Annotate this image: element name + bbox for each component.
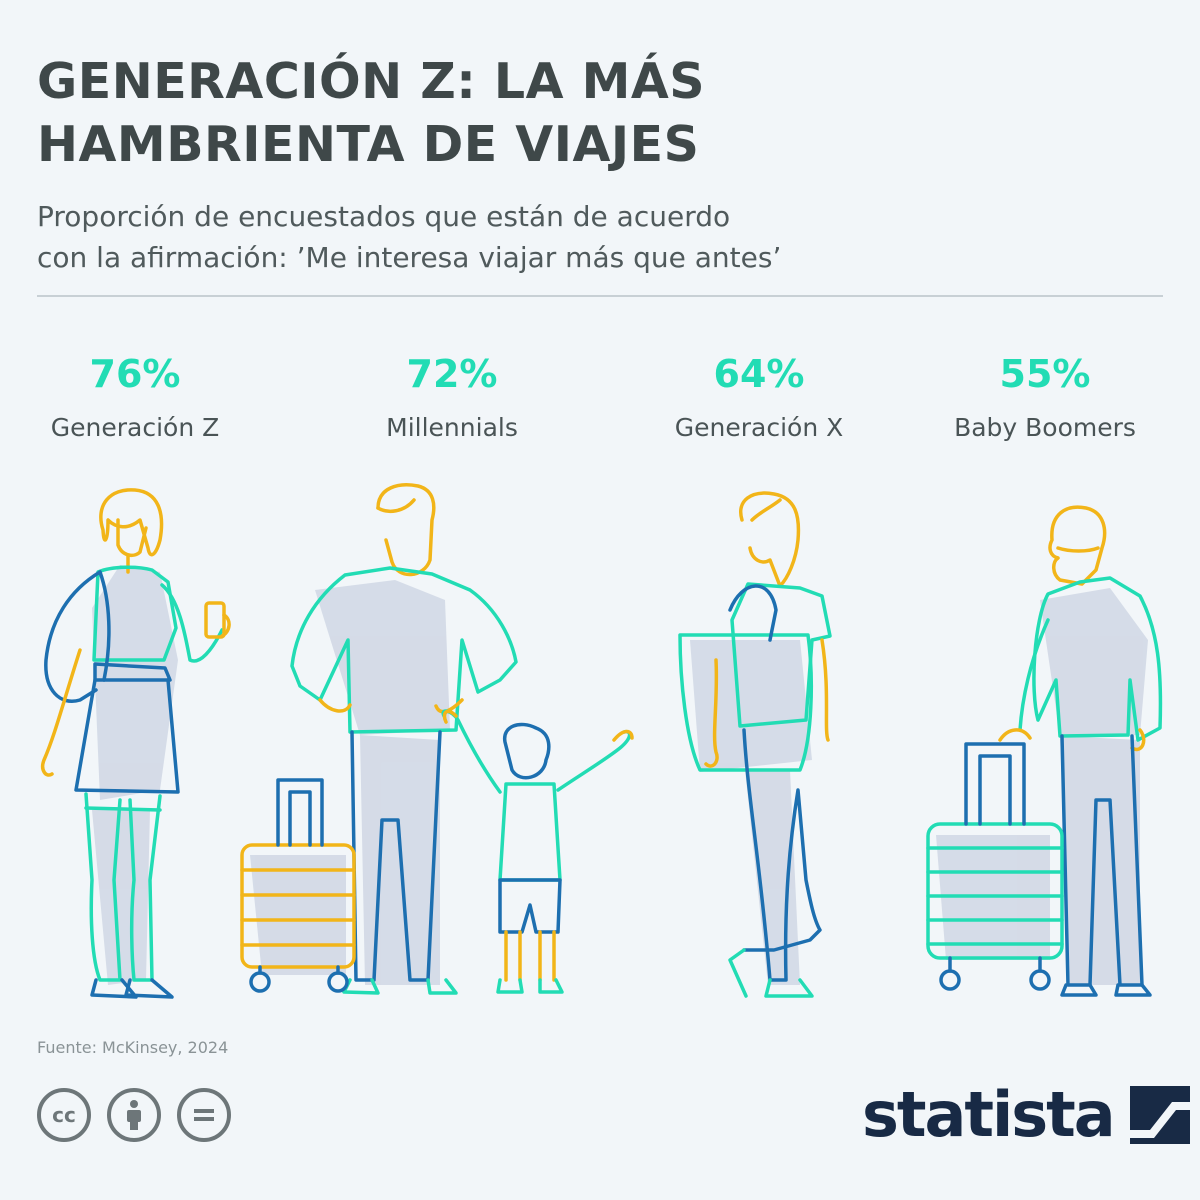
stat-gen-x: 64% Generación X	[609, 348, 909, 446]
category-label-baby-boomers: Baby Boomers	[954, 413, 1136, 442]
category-label-gen-z: Generación Z	[50, 413, 220, 442]
title-line-1: GENERACIÓN Z: LA MÁS	[37, 53, 706, 110]
subtitle-line-2: con la afirmación: ’Me interesa viajar m…	[37, 241, 782, 274]
statista-logo[interactable]: statista	[862, 1080, 1192, 1150]
header-divider	[37, 295, 1163, 297]
gen-x-traveler-figure	[678, 491, 832, 998]
equals-glyph	[194, 1109, 214, 1121]
stat-baby-boomers: 55% Baby Boomers	[895, 348, 1195, 446]
baby-boomer-traveler-figure	[926, 505, 1163, 997]
value-label-gen-z: 76%	[89, 352, 181, 396]
gen-z-traveler-figure	[40, 488, 231, 999]
statista-mark-icon	[1129, 1086, 1190, 1144]
value-label-gen-x: 64%	[713, 352, 805, 396]
subtitle-line-1: Proporción de encuestados que están de a…	[37, 200, 731, 233]
child-figure	[441, 709, 634, 994]
title-line-2: HAMBRIENTA DE VIAJES	[37, 116, 700, 173]
category-label-gen-x: Generación X	[674, 413, 844, 442]
page-subtitle: Proporción de encuestados que están de a…	[37, 196, 1037, 278]
source-note: Fuente: McKinsey, 2024	[37, 1038, 229, 1057]
attribution-icon[interactable]	[107, 1088, 161, 1142]
no-derivatives-icon[interactable]	[177, 1088, 231, 1142]
value-label-millennials: 72%	[406, 352, 498, 396]
millennial-traveler-figure	[240, 483, 518, 995]
attribution-person-glyph	[127, 1100, 141, 1130]
category-label-millennials: Millennials	[386, 413, 518, 442]
stat-millennials: 72% Millennials	[302, 348, 602, 446]
stat-gen-z: 76% Generación Z	[0, 348, 285, 446]
license-icons: cc	[37, 1088, 231, 1142]
value-label-baby-boomers: 55%	[999, 352, 1091, 396]
brand-wordmark: statista	[862, 1078, 1116, 1151]
page-title: GENERACIÓN Z: LA MÁS HAMBRIENTA DE VIAJE…	[37, 50, 1037, 176]
cc-icon[interactable]: cc	[37, 1088, 91, 1142]
